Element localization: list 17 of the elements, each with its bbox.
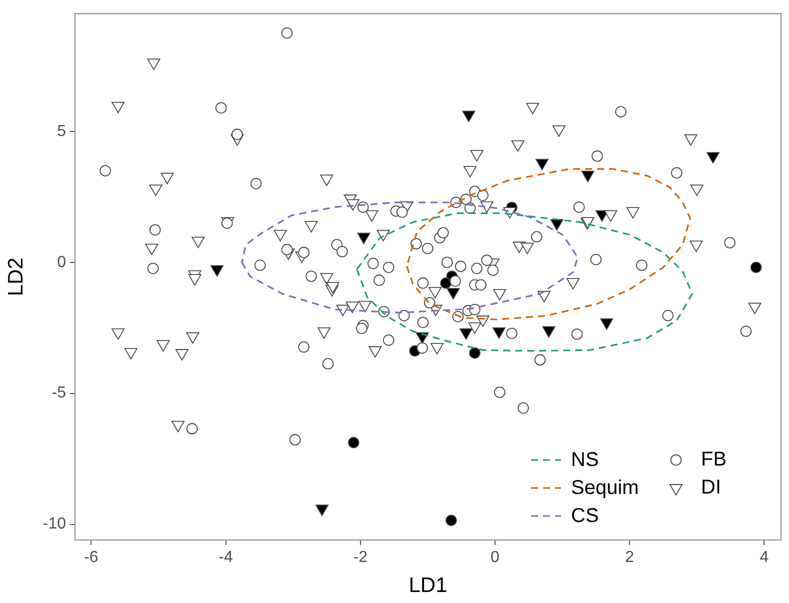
annotation: CS: [571, 504, 599, 528]
annotation: NS: [571, 448, 599, 472]
y-tick-label: 5: [57, 122, 66, 140]
y-tick-label: -10: [42, 516, 66, 533]
x-tick-label: -2: [353, 549, 368, 566]
x-axis-title: LD1: [408, 574, 448, 598]
x-tick-label: -4: [218, 549, 233, 566]
annotation: Sequim: [571, 476, 639, 500]
x-tick-label: -6: [84, 549, 98, 566]
y-axis-title: LD2: [4, 258, 28, 296]
y-tick-label: -5: [52, 384, 66, 402]
x-tick-label: 4: [760, 549, 769, 566]
x-tick-label: 0: [490, 549, 500, 566]
legend-label: FB: [701, 448, 727, 471]
x-tick-label: 2: [625, 549, 634, 566]
y-tick-label: 0: [57, 254, 66, 271]
legend-label: DI: [701, 476, 721, 499]
